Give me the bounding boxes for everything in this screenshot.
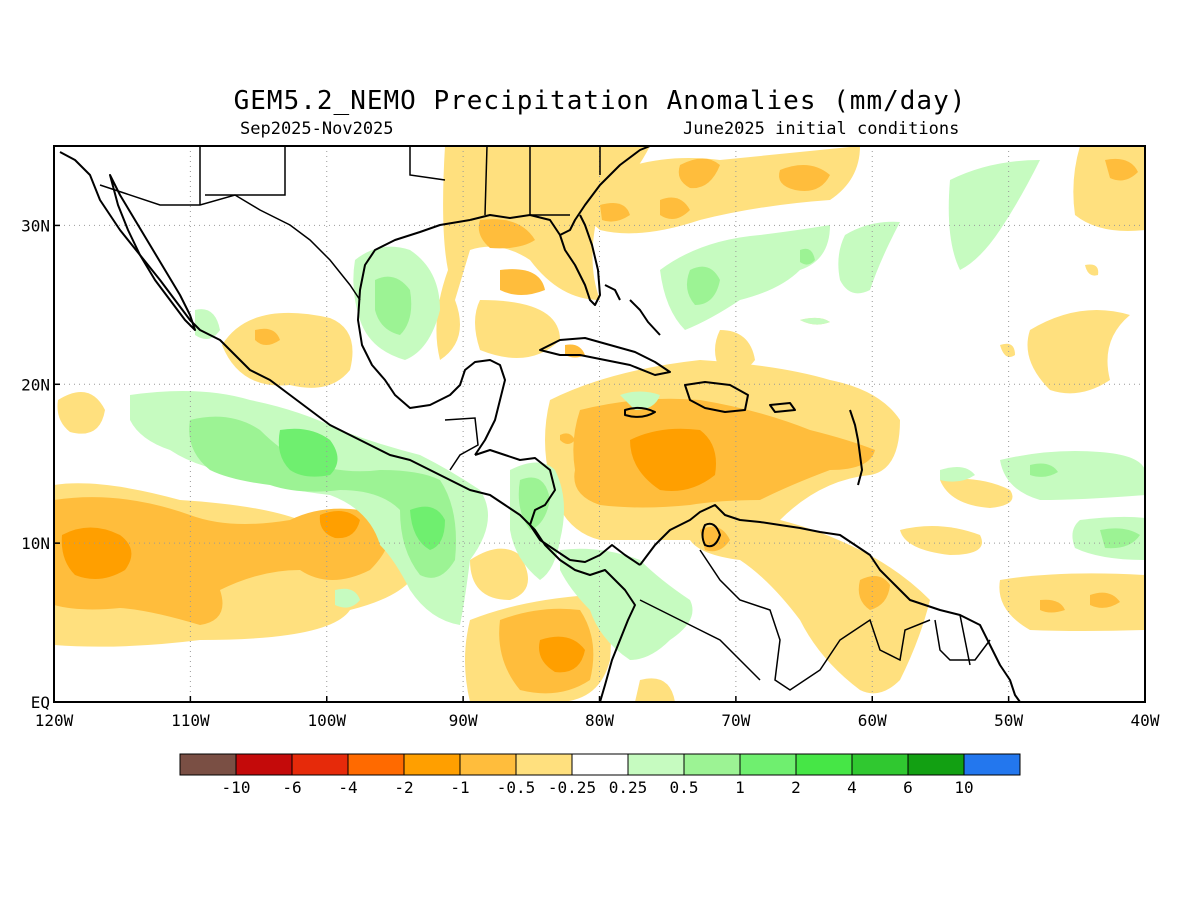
colorbar-label: 0.5 — [670, 778, 699, 797]
longitude-label: 40W — [1131, 711, 1160, 730]
latitude-label: 10N — [21, 534, 50, 553]
longitude-label: 60W — [858, 711, 887, 730]
longitude-label: 110W — [171, 711, 210, 730]
colorbar-swatch — [291, 753, 349, 776]
colorbar-swatch — [795, 753, 853, 776]
longitude-labels: 120W 110W 100W 90W 80W 70W 60W 50W 40W — [35, 696, 1160, 730]
colorbar-swatch — [515, 753, 573, 776]
colorbar-swatch — [179, 753, 237, 776]
longitude-label: 90W — [449, 711, 478, 730]
colorbar-label: -1 — [450, 778, 469, 797]
colorbar-label: -2 — [394, 778, 413, 797]
anomaly-shading — [54, 146, 1145, 702]
colorbar-swatch — [683, 753, 741, 776]
colorbar-label: -4 — [338, 778, 357, 797]
initial-conditions: June2025 initial conditions — [683, 119, 960, 139]
colorbar-swatch — [963, 753, 1021, 776]
latitude-label: 30N — [21, 216, 50, 235]
colorbar-label: -0.25 — [548, 778, 596, 797]
colorbar-label: 0.25 — [609, 778, 648, 797]
graticule — [54, 146, 1145, 702]
coastlines — [59, 146, 1021, 702]
colorbar-label: 2 — [791, 778, 801, 797]
colorbar-swatch — [347, 753, 405, 776]
longitude-label: 100W — [307, 711, 346, 730]
colorbar-label: -10 — [222, 778, 251, 797]
colorbar-swatch — [571, 753, 629, 776]
colorbar-swatch — [403, 753, 461, 776]
colorbar-swatch — [235, 753, 293, 776]
colorbar-swatch — [851, 753, 909, 776]
longitude-label: 120W — [35, 711, 74, 730]
latitude-labels: EQ 10N 20N 30N — [21, 216, 60, 712]
colorbar-swatch — [459, 753, 517, 776]
colorbar-label: 10 — [954, 778, 973, 797]
forecast-period: Sep2025-Nov2025 — [240, 119, 394, 139]
borders — [99, 146, 991, 691]
longitude-label: 70W — [721, 711, 750, 730]
colorbar-label: -6 — [282, 778, 301, 797]
colorbar-label: 6 — [903, 778, 913, 797]
colorbar-label: 1 — [735, 778, 745, 797]
longitude-label: 80W — [585, 711, 614, 730]
colorbar-label: 4 — [847, 778, 857, 797]
latitude-label: EQ — [31, 693, 50, 712]
chart-title: GEM5.2_NEMO Precipitation Anomalies (mm/… — [233, 86, 967, 116]
colorbar: -10 -6 -4 -2 -1 -0.5 -0.25 0.25 0.5 1 2 4 6 10 — [179, 753, 1021, 797]
colorbar-swatch — [739, 753, 797, 776]
longitude-label: 50W — [994, 711, 1023, 730]
latitude-label: 20N — [21, 375, 50, 394]
colorbar-label: -0.5 — [497, 778, 536, 797]
colorbar-swatch — [907, 753, 965, 776]
colorbar-swatch — [627, 753, 685, 776]
